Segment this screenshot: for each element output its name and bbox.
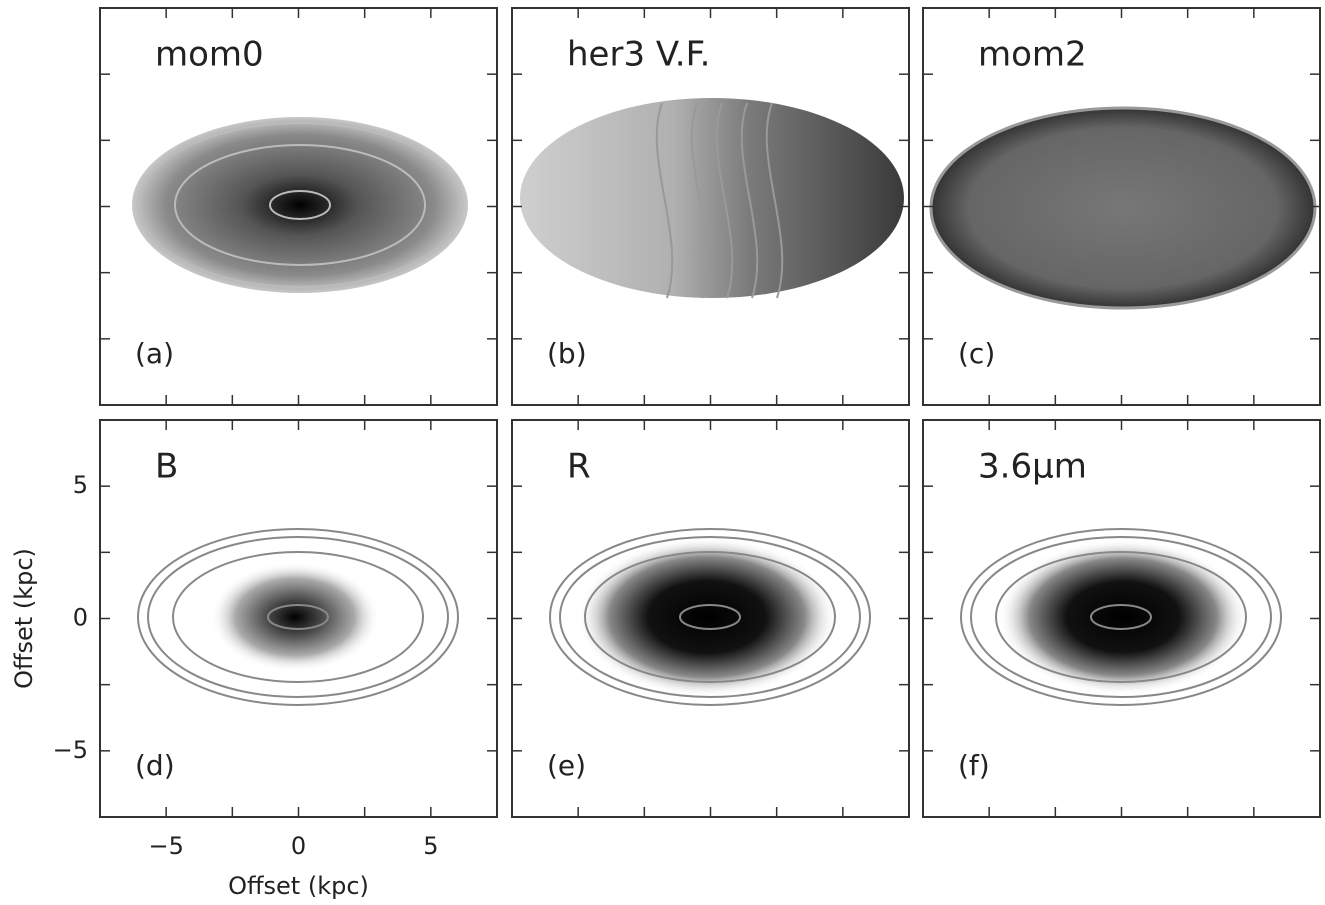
y-tick-label: −5 <box>53 736 88 764</box>
contour <box>715 102 734 299</box>
y-tick-label: 0 <box>73 604 88 632</box>
galaxy-image <box>998 539 1248 695</box>
panel-tag: (f) <box>958 749 990 782</box>
contour <box>549 528 871 706</box>
contour <box>559 536 861 698</box>
x-tick-label: −5 <box>148 832 183 860</box>
x-axis-label: Offset (kpc) <box>228 872 369 900</box>
panel-title: mom2 <box>978 35 1087 75</box>
panel-title: 3.6μm <box>978 447 1087 487</box>
panel-tag: (a) <box>135 337 174 370</box>
velocity-field <box>520 98 904 298</box>
panel: mom0 (a) <box>99 7 498 406</box>
x-tick-label: 5 <box>423 832 438 860</box>
contour <box>679 604 741 630</box>
contour <box>960 528 1282 706</box>
dispersion-map <box>929 106 1317 310</box>
contour <box>1090 604 1152 630</box>
contour <box>267 604 329 630</box>
contour <box>765 102 784 299</box>
contour <box>269 190 331 220</box>
x-tick-label: 0 <box>291 832 306 860</box>
contour <box>690 102 709 299</box>
panel-tag: (d) <box>135 749 175 782</box>
galaxy-image <box>132 117 468 293</box>
panel: R (e) <box>511 419 910 818</box>
contour <box>970 536 1272 698</box>
panel-tag: (c) <box>958 337 995 370</box>
galaxy-image <box>577 537 837 697</box>
panel: mom2 (c) <box>922 7 1321 406</box>
contour <box>740 102 759 299</box>
contour <box>137 528 459 706</box>
panel: her3 V.F. (b) <box>511 7 910 406</box>
contour <box>655 102 674 299</box>
contour <box>172 551 424 683</box>
panel-title: R <box>567 447 591 487</box>
panel: B (d) −5 0 5 −5 0 5 Offset (kpc) Offset (kpc) <box>10 419 498 900</box>
y-tick-label: 5 <box>73 471 88 499</box>
galaxy-image <box>210 562 380 672</box>
contour <box>139 122 461 288</box>
panel-title: B <box>155 447 178 487</box>
contour <box>995 551 1247 683</box>
panel-tag: (e) <box>547 749 586 782</box>
contour <box>174 144 426 266</box>
panel: 3.6μm (f) <box>922 419 1321 818</box>
panel-title: her3 V.F. <box>567 35 710 75</box>
contour <box>584 551 836 683</box>
contour <box>147 536 449 698</box>
panel-title: mom0 <box>155 35 264 75</box>
y-axis-label: Offset (kpc) <box>10 548 38 689</box>
panel-tag: (b) <box>547 337 587 370</box>
